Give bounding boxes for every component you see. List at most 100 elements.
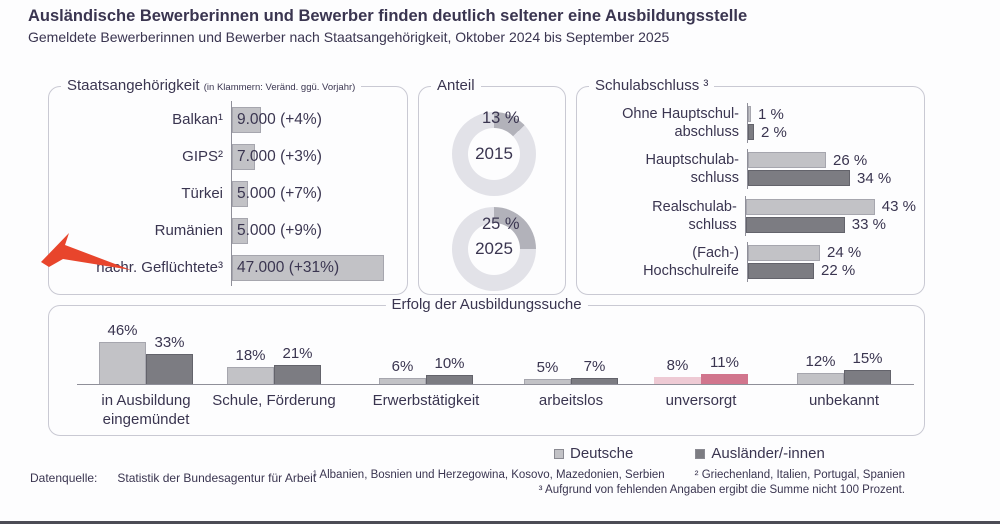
page-title: Ausländische Bewerberinnen und Bewerber …	[28, 7, 748, 25]
donut-2025-year-label: 2025	[475, 239, 513, 258]
staatsangehoerigkeit-bar-chart: Balkan¹ 9.000 (+4%) GIPS² 7.000 (+3%) Türkei…	[59, 101, 399, 286]
schul-category-label: Ohne Hauptschul-abschluss	[622, 105, 739, 140]
erfolg-value-label: 46%	[107, 322, 138, 339]
footnotes-line-1: ¹ Albanien, Bosnien und Herzegowina, Kos…	[313, 469, 905, 481]
schul-bar-deutsche	[748, 106, 751, 122]
nat-bar	[232, 254, 384, 281]
window-bottom-edge	[0, 521, 1000, 524]
donut-2015-value-label: 13 %	[482, 109, 520, 127]
schul-bar-line: 2 %	[748, 124, 916, 141]
nat-bar-zone: 5.000 (+9%)	[231, 212, 399, 249]
schul-bar-line: 34 %	[748, 169, 916, 187]
panel-anteil: Anteil 2015 13 % 2025 25 %	[418, 77, 566, 295]
schul-bar-value: 22 %	[821, 262, 856, 280]
nat-bar-zone: 47.000 (+31%)	[231, 249, 399, 286]
nat-row: Rumänien 5.000 (+9%)	[59, 212, 399, 249]
red-arrow-icon	[41, 233, 131, 270]
erfolg-bar-column: 6%	[379, 358, 426, 384]
erfolg-value-label: 18%	[235, 347, 266, 364]
erfolg-bar-column: 15%	[844, 350, 891, 384]
legend-item-auslaender: Ausländer/-innen	[695, 445, 825, 462]
nat-bar-zone: 7.000 (+3%)	[231, 138, 399, 175]
data-source-text: Statistik der Bundesagentur für Arbeit	[117, 471, 317, 485]
donut-2015-hole	[468, 128, 520, 180]
nat-row: nachr. Geflüchtete³ 47.000 (+31%)	[59, 249, 399, 286]
legend-label-deutsche: Deutsche	[570, 445, 634, 462]
erfolg-bar-group: 6% 10%	[379, 306, 473, 384]
erfolg-bar-column: 11%	[701, 354, 748, 384]
nat-bar-value: 9.000 (+4%)	[237, 110, 322, 128]
footnote-2: ² Griechenland, Italien, Portugal, Spani…	[694, 469, 905, 481]
schul-bar-group: 26 % 34 %	[747, 149, 916, 190]
erfolg-bar-deutsche	[524, 379, 571, 384]
schul-bar-group: 43 % 33 %	[744, 195, 916, 236]
nat-bar	[232, 143, 255, 170]
legend-label-auslaender: Ausländer/-innen	[711, 445, 825, 462]
erfolg-value-label: 21%	[282, 345, 313, 362]
erfolg-value-label: 7%	[583, 358, 606, 375]
schul-bar-group: 24 % 22 %	[747, 241, 916, 282]
nat-category-label: Balkan¹	[172, 111, 223, 128]
erfolg-bar-deutsche	[227, 367, 274, 384]
erfolg-value-label: 33%	[154, 334, 185, 351]
erfolg-bar-group: 8% 11%	[654, 306, 748, 384]
donut-2015-year-label: 2015	[475, 144, 513, 163]
legend-item-deutsche: Deutsche	[554, 445, 633, 462]
schul-bar-line: 24 %	[748, 244, 916, 261]
erfolg-bar-group: 5% 7%	[524, 306, 618, 384]
panel-schulabschluss: Schulabschluss ³ Ohne Hauptschul-abschlu…	[576, 77, 925, 295]
erfolg-value-label: 10%	[434, 355, 465, 372]
nat-category-label: GIPS²	[182, 148, 223, 165]
erfolg-bar-column: 18%	[227, 347, 274, 384]
schul-bar-deutsche	[748, 152, 826, 169]
schulabschluss-panel-title: Schulabschluss ³	[589, 77, 715, 94]
panel-staatsangehoerigkeit: Staatsangehörigkeit (in Klammern: Veränd…	[48, 77, 408, 295]
schul-bar-value: 1 %	[758, 105, 784, 123]
schul-bar-line: 1 %	[748, 105, 916, 123]
schul-bar-auslaender	[748, 262, 814, 279]
erfolg-bar-column: 10%	[426, 355, 473, 384]
schul-bar-value: 34 %	[857, 169, 892, 187]
donut-2025-value-label: 25 %	[482, 215, 520, 233]
erfolg-bar-column: 5%	[524, 359, 571, 384]
schul-category-label: (Fach-) Hochschulreife	[643, 244, 739, 279]
erfolg-bar-auslaender	[426, 375, 473, 384]
schul-bar-auslaender	[748, 124, 754, 140]
erfolg-bar-auslaender	[701, 374, 748, 384]
schul-row: Ohne Hauptschul-abschluss 1 % 2 %	[589, 103, 916, 143]
erfolg-value-label: 6%	[391, 358, 414, 375]
schul-bar-group: 1 % 2 %	[747, 103, 916, 143]
erfolg-bar-column: 21%	[274, 345, 321, 384]
legend-swatch-auslaender	[695, 448, 706, 459]
erfolg-bar-column: 46%	[99, 322, 146, 384]
schul-bar-value: 33 %	[851, 216, 886, 234]
erfolg-category-label: in Ausbildung eingemündet	[101, 392, 191, 429]
erfolg-baseline-axis	[77, 384, 914, 385]
erfolg-bar-column: 33%	[146, 334, 193, 384]
erfolg-bar-deutsche	[797, 373, 844, 384]
nat-bar-value: 5.000 (+7%)	[237, 184, 322, 202]
nat-bar-value: 7.000 (+3%)	[237, 147, 322, 165]
data-source: Datenquelle: Statistik der Bundesagentur …	[30, 471, 316, 485]
anteil-panel-title: Anteil	[431, 77, 481, 94]
legend: Deutsche Ausländer/-innen	[554, 445, 825, 462]
nat-bar-value: 5.000 (+9%)	[237, 221, 322, 239]
staatsangehoerigkeit-title-text: Staatsangehörigkeit	[67, 77, 200, 94]
erfolg-bar-column: 12%	[797, 353, 844, 384]
nat-bar	[232, 217, 248, 244]
schul-bar-value: 26 %	[833, 151, 868, 169]
schul-bar-value: 43 %	[881, 198, 916, 216]
erfolg-value-label: 5%	[536, 359, 559, 376]
schul-bar-auslaender	[745, 216, 845, 233]
nat-bar	[232, 106, 261, 133]
schul-row: (Fach-) Hochschulreife 24 % 22 %	[589, 241, 916, 282]
erfolg-value-label: 15%	[852, 350, 883, 367]
erfolg-bar-group: 46% 33%	[99, 306, 193, 384]
nat-bar	[232, 180, 248, 207]
nat-category-label: Rumänien	[154, 222, 223, 239]
erfolg-value-label: 12%	[805, 353, 836, 370]
erfolg-bar-auslaender	[571, 378, 618, 384]
staatsangehoerigkeit-panel-title: Staatsangehörigkeit (in Klammern: Veränd…	[61, 77, 362, 94]
donut-2025: 2025 25 %	[452, 207, 536, 291]
erfolg-bar-deutsche	[379, 378, 426, 384]
